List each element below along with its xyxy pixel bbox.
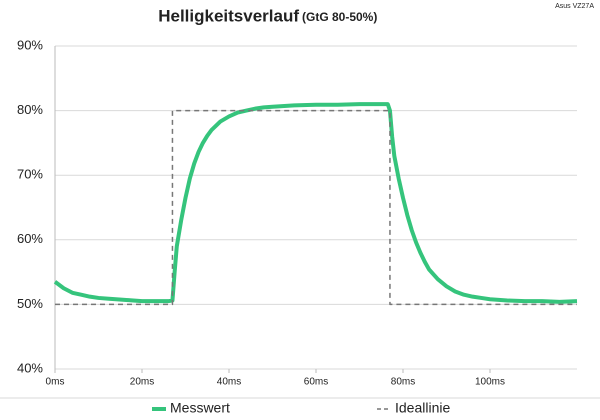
x-tick-label: 20ms xyxy=(130,377,154,388)
corner-label: Asus VZ27A xyxy=(555,3,594,10)
x-tick-label: 60ms xyxy=(304,377,328,388)
y-tick-label: 70% xyxy=(17,167,43,182)
legend-label: Ideallinie xyxy=(395,400,450,416)
x-tick-label: 0ms xyxy=(46,377,65,388)
chart-title: Helligkeitsverlauf xyxy=(158,6,299,25)
series-line xyxy=(55,109,577,306)
y-tick-label: 50% xyxy=(17,296,43,311)
chart-subtitle: (GtG 80-50%) xyxy=(302,10,377,24)
y-tick-label: 90% xyxy=(17,37,43,52)
y-tick-label: 60% xyxy=(17,231,43,246)
x-tick-label: 40ms xyxy=(217,377,241,388)
y-tick-label: 80% xyxy=(17,102,43,117)
y-tick-label: 40% xyxy=(17,360,43,375)
x-tick-label: 100ms xyxy=(475,377,505,388)
legend-label: Messwert xyxy=(170,400,230,416)
x-tick-label: 80ms xyxy=(391,377,415,388)
series-line xyxy=(53,102,578,304)
